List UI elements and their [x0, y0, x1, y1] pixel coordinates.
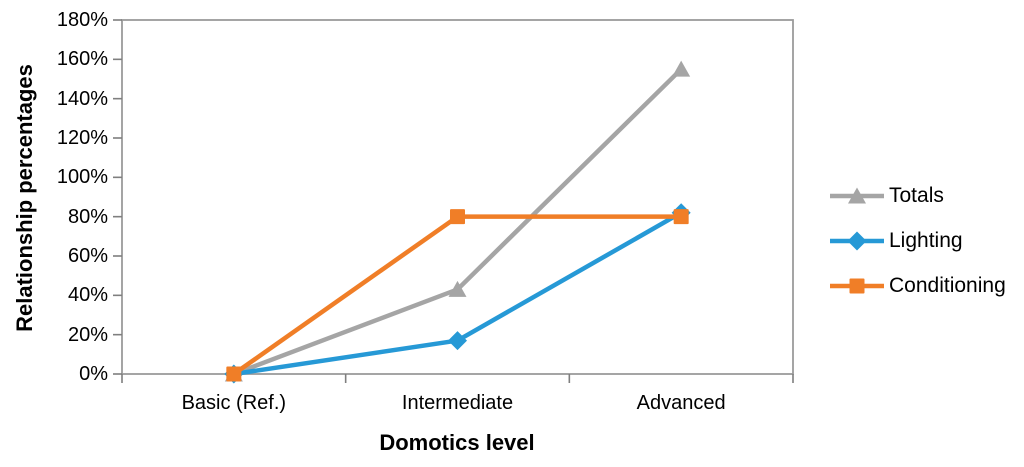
y-tick-label: 180%: [56, 9, 108, 31]
legend-marker-diamond-icon: [830, 231, 884, 251]
series-marker-conditioning: [673, 209, 689, 225]
x-tick-label: Intermediate: [401, 392, 514, 414]
x-tick-label: Basic (Ref.): [181, 392, 287, 414]
series-marker-totals: [672, 60, 691, 77]
x-tick-label: Advanced: [636, 392, 726, 414]
legend-label: Conditioning: [889, 274, 1006, 297]
legend-marker-triangle-icon: [830, 187, 884, 204]
legend-marker-square-icon: [830, 278, 884, 294]
y-tick-label: 80%: [67, 205, 108, 228]
y-tick-label: 0%: [79, 363, 108, 385]
y-tick-label: 40%: [67, 284, 108, 307]
x-axis-title: Domotics level: [379, 430, 535, 455]
legend-entry-totals: Totals: [828, 181, 944, 211]
y-tick-label: 160%: [56, 48, 108, 71]
y-axis-title: Relationship percentages: [12, 64, 37, 332]
y-tick-label: 60%: [67, 245, 108, 267]
series-marker-lighting: [448, 331, 467, 351]
legend-label: Totals: [889, 184, 944, 207]
series-marker-conditioning: [226, 366, 242, 382]
series-marker-totals: [448, 280, 467, 297]
y-tick-label: 100%: [56, 166, 108, 189]
legend-entry-conditioning: Conditioning: [828, 271, 1006, 301]
y-tick-label: 140%: [56, 87, 108, 110]
legend-label: Lighting: [889, 229, 963, 252]
y-tick-label: 20%: [67, 323, 108, 346]
legend-entry-lighting: Lighting: [828, 226, 963, 256]
y-tick-label: 120%: [56, 127, 108, 149]
series-marker-conditioning: [450, 209, 465, 225]
plot-frame: [121, 19, 794, 375]
